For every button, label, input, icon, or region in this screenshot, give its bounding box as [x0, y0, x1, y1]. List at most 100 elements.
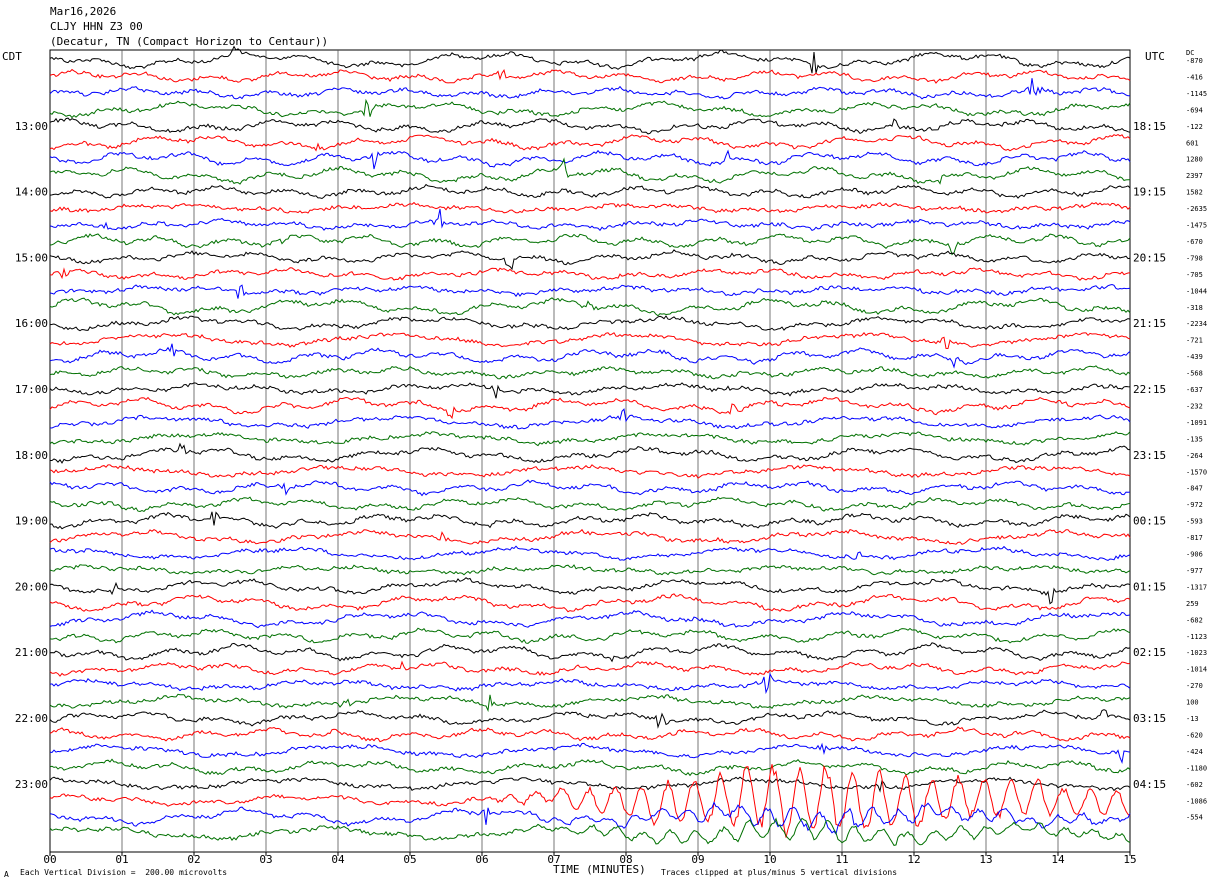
- seismogram-trace-41: [49, 726, 1131, 743]
- dc-offset-label: -1145: [1186, 90, 1207, 98]
- dc-offset-label: -705: [1186, 271, 1203, 279]
- dc-offset-label: 1582: [1186, 189, 1203, 197]
- seismogram-trace-4: [49, 117, 1131, 135]
- dc-offset-label: 601: [1186, 139, 1199, 147]
- dc-offset-label: -977: [1186, 567, 1203, 575]
- seismogram-trace-11: [49, 233, 1131, 256]
- x-tick-label-12: 12: [907, 853, 920, 866]
- right-time-label-3: 21:15: [1133, 317, 1166, 330]
- left-axis-title: CDT: [2, 50, 22, 63]
- plot-frame: [49, 49, 1131, 853]
- seismogram-trace-46: [49, 801, 1131, 836]
- left-time-label-0: 13:00: [15, 120, 48, 133]
- dc-offset-label: 1280: [1186, 156, 1203, 164]
- seismogram-trace-20: [49, 382, 1131, 399]
- seismogram-trace-43: [49, 758, 1131, 777]
- seismogram-trace-10: [49, 208, 1131, 232]
- right-time-label-6: 00:15: [1133, 515, 1166, 528]
- seismogram-trace-22: [49, 408, 1131, 430]
- dc-offset-label: -1475: [1186, 222, 1207, 230]
- dc-offset-label: -318: [1186, 304, 1203, 312]
- header-station: CLJY HHN Z3 00: [50, 20, 143, 33]
- x-tick-label-14: 14: [1051, 853, 1065, 866]
- seismogram-trace-30: [49, 545, 1131, 561]
- left-time-label-1: 14:00: [15, 186, 48, 199]
- seismogram-trace-1: [49, 68, 1131, 84]
- seismogram-trace-16: [49, 315, 1131, 332]
- dc-offset-label: -1317: [1186, 583, 1207, 591]
- seismogram-trace-42: [49, 742, 1131, 765]
- seismogram-trace-47: [49, 817, 1131, 846]
- right-time-label-0: 18:15: [1133, 120, 1166, 133]
- dc-offset-label: -416: [1186, 73, 1203, 81]
- x-tick-label-4: 04: [331, 853, 345, 866]
- x-tick-label-6: 06: [475, 853, 488, 866]
- dc-offset-label: -721: [1186, 337, 1203, 345]
- dc-offset-label: -13: [1186, 715, 1199, 723]
- seismogram-trace-38: [49, 672, 1131, 695]
- dc-offset-label: -1086: [1186, 797, 1207, 805]
- right-time-label-5: 23:15: [1133, 449, 1166, 462]
- dc-offset-label: -670: [1186, 238, 1203, 246]
- left-time-label-4: 17:00: [15, 383, 48, 396]
- dc-offset-label: 2397: [1186, 172, 1203, 180]
- seismogram-trace-13: [49, 267, 1131, 281]
- seismogram-trace-27: [49, 496, 1131, 513]
- seismogram-trace-26: [49, 479, 1131, 497]
- dc-offset-label: -122: [1186, 123, 1203, 131]
- seismogram-trace-5: [49, 134, 1131, 152]
- right-time-label-7: 01:15: [1133, 580, 1166, 593]
- seismogram-trace-40: [49, 709, 1131, 729]
- seismogram-trace-14: [49, 283, 1131, 299]
- seismogram-trace-33: [49, 593, 1131, 613]
- x-tick-label-0: 00: [43, 853, 56, 866]
- right-time-label-9: 03:15: [1133, 712, 1166, 725]
- seismogram-trace-35: [49, 627, 1131, 644]
- dc-offset-label: -1023: [1186, 649, 1207, 657]
- dc-offset-label: -682: [1186, 616, 1203, 624]
- right-axis-title: UTC: [1145, 50, 1165, 63]
- dc-offset-label: -1044: [1186, 287, 1207, 295]
- dc-offset-label: -554: [1186, 814, 1203, 822]
- dc-offset-label: -593: [1186, 518, 1203, 526]
- seismogram-trace-2: [49, 78, 1130, 100]
- dc-offset-label: -264: [1186, 452, 1203, 460]
- seismogram-trace-12: [49, 249, 1131, 271]
- dc-offset-header: DC: [1186, 49, 1194, 57]
- dc-offset-label: -1570: [1186, 468, 1207, 476]
- right-time-label-4: 22:15: [1133, 383, 1166, 396]
- dc-offset-label: -2635: [1186, 205, 1207, 213]
- seismogram-trace-25: [49, 464, 1131, 479]
- scale-marker: A: [4, 870, 9, 879]
- seismogram-trace-45: [49, 764, 1131, 838]
- dc-offset-label: -847: [1186, 485, 1203, 493]
- right-time-label-8: 02:15: [1133, 646, 1166, 659]
- right-time-label-1: 19:15: [1133, 186, 1166, 199]
- dc-offset-label: -620: [1186, 731, 1203, 739]
- seismogram-trace-37: [49, 660, 1131, 677]
- dc-offset-label: -1123: [1186, 633, 1207, 641]
- dc-offset-label: -694: [1186, 106, 1203, 114]
- seismogram-trace-44: [49, 776, 1131, 793]
- seismogram-trace-39: [49, 693, 1131, 713]
- dc-offset-label: -637: [1186, 386, 1203, 394]
- left-time-label-2: 15:00: [15, 251, 48, 264]
- left-time-label-9: 22:00: [15, 712, 48, 725]
- dc-offset-label: 259: [1186, 600, 1199, 608]
- left-time-label-6: 19:00: [15, 515, 48, 528]
- seismogram-trace-17: [49, 332, 1131, 350]
- x-tick-label-8: 08: [619, 853, 632, 866]
- dc-offset-label: -424: [1186, 748, 1203, 756]
- left-time-label-7: 20:00: [15, 580, 48, 593]
- left-time-label-5: 18:00: [15, 449, 48, 462]
- dc-offset-label: -568: [1186, 370, 1203, 378]
- left-time-label-8: 21:00: [15, 646, 48, 659]
- x-axis-title: TIME (MINUTES): [553, 863, 646, 876]
- x-tick-label-1: 01: [115, 853, 128, 866]
- dc-offset-label: -135: [1186, 435, 1203, 443]
- header-date: Mar16,2026: [50, 5, 117, 18]
- x-tick-label-11: 11: [835, 853, 848, 866]
- seismogram-trace-28: [49, 511, 1131, 530]
- dc-offset-label: -906: [1186, 551, 1203, 559]
